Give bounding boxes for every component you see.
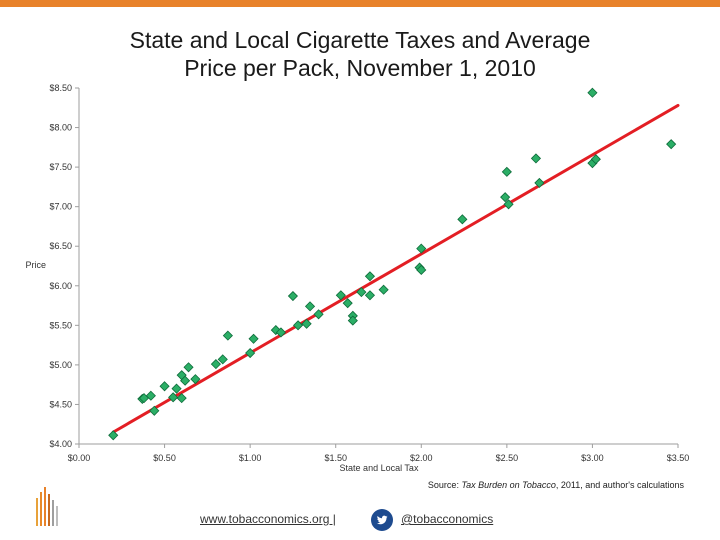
data-point [342, 298, 353, 309]
x-axis-label: State and Local Tax [340, 463, 419, 473]
data-point [503, 199, 514, 210]
y-tick-label: $4.00 [49, 439, 72, 449]
data-point [176, 393, 187, 404]
logo-bars [36, 487, 58, 526]
data-point [210, 359, 221, 370]
y-tick-label: $5.00 [49, 360, 72, 370]
y-axis-label: Price [25, 260, 46, 270]
y-tick-label: $8.00 [49, 123, 72, 133]
data-point [149, 405, 160, 416]
trend-line [111, 103, 680, 434]
data-point [364, 271, 376, 282]
data-point [416, 264, 427, 276]
x-tick-label: $0.50 [153, 453, 176, 463]
data-point [275, 327, 287, 338]
top-accent-bar [0, 0, 720, 7]
data-point [301, 318, 312, 329]
data-point [530, 153, 542, 164]
tobacconomics-logo [36, 487, 58, 526]
x-tick-label: $0.00 [68, 453, 91, 463]
x-tick-label: $1.00 [239, 453, 262, 463]
data-point [587, 87, 598, 98]
data-point [159, 381, 170, 392]
data-point [190, 374, 201, 385]
source-suffix: , 2011, and author's calculations [555, 480, 684, 490]
y-tick-label: $7.50 [49, 162, 72, 172]
data-point [145, 390, 156, 401]
x-tick-label: $2.50 [496, 453, 519, 463]
source-publication: Tax Burden on Tobacco [461, 480, 556, 490]
source-prefix: Source: [427, 480, 462, 490]
data-point [590, 154, 601, 165]
data-point [347, 315, 358, 326]
twitter-handle-link[interactable]: @tobacconomics [401, 512, 494, 526]
y-tick-label: $6.00 [49, 281, 72, 291]
y-tick-label: $6.50 [49, 241, 72, 251]
data-point [356, 287, 367, 298]
data-point [304, 301, 316, 312]
data-point [168, 392, 179, 403]
x-tick-label: $2.00 [410, 453, 433, 463]
data-point [501, 166, 512, 177]
data-point [183, 362, 194, 373]
data-point [217, 354, 228, 365]
data-point [666, 139, 677, 150]
data-point [108, 430, 119, 441]
data-point [171, 383, 182, 394]
data-point [292, 320, 304, 331]
data-point [248, 333, 259, 344]
x-tick-label: $3.00 [581, 453, 604, 463]
x-tick-label: $1.50 [324, 453, 347, 463]
data-point [313, 309, 324, 320]
chart-title: State and Local Cigarette Taxes and Aver… [60, 26, 660, 82]
data-point [364, 290, 376, 301]
y-tick-label: $5.50 [49, 320, 72, 330]
data-point [245, 347, 256, 359]
data-point [335, 290, 346, 301]
y-tick-label: $4.50 [49, 399, 72, 409]
chart-title-line-2: Price per Pack, November 1, 2010 [184, 55, 536, 81]
data-point [378, 284, 389, 295]
data-point [222, 330, 233, 341]
x-tick-label: $3.50 [667, 453, 690, 463]
chart-title-line-1: State and Local Cigarette Taxes and Aver… [129, 27, 591, 53]
data-point [457, 214, 468, 225]
y-tick-label: $7.00 [49, 202, 72, 212]
data-point [287, 290, 298, 302]
y-tick-label: $8.50 [49, 83, 72, 93]
data-point [534, 177, 545, 188]
website-link[interactable]: www.tobacconomics.org | [200, 512, 336, 526]
data-point [500, 192, 511, 203]
twitter-icon[interactable] [371, 509, 393, 531]
data-point [180, 375, 191, 386]
source-note: Source: Tax Burden on Tobacco, 2011, and… [428, 480, 684, 490]
data-point [416, 243, 427, 254]
